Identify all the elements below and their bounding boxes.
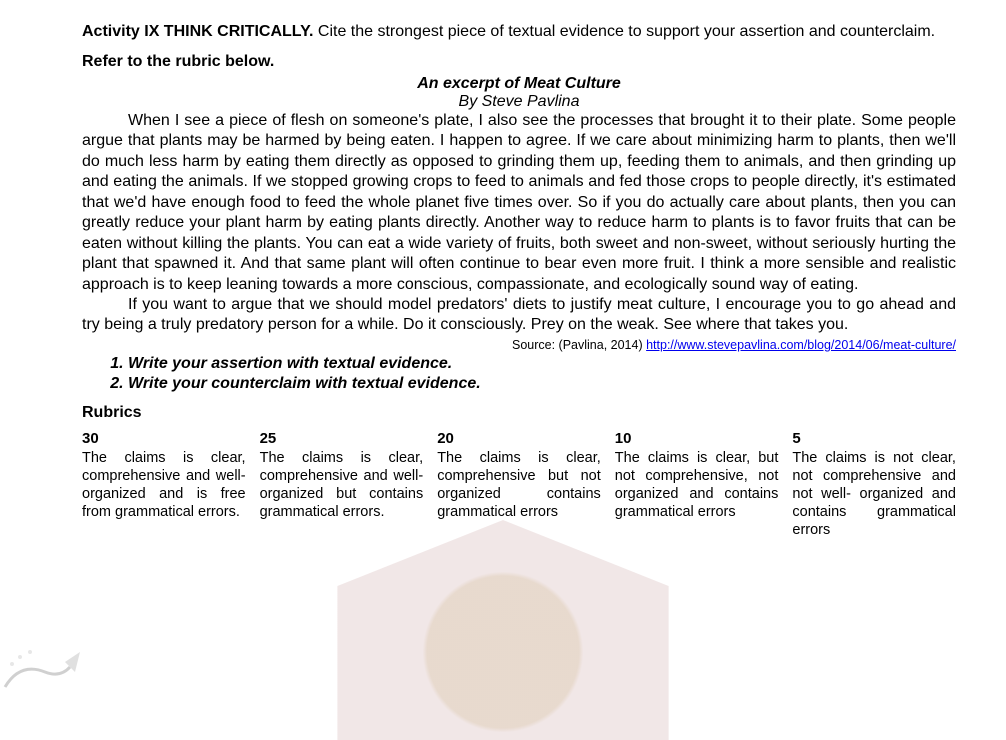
source-link[interactable]: http://www.stevepavlina.com/blog/2014/06… xyxy=(646,338,956,352)
rubric-desc: The claims is clear, comprehensive and w… xyxy=(82,449,246,522)
activity-prompt: Cite the strongest piece of textual evid… xyxy=(313,23,935,40)
source-line: Source: (Pavlina, 2014) http://www.steve… xyxy=(82,338,956,352)
instruction-1: Write your assertion with textual eviden… xyxy=(128,354,956,374)
rubric-desc: The claims is not clear, not comprehensi… xyxy=(792,449,956,540)
excerpt-byline: By Steve Pavlina xyxy=(82,93,956,111)
source-prefix: Source: (Pavlina, 2014) xyxy=(512,338,646,352)
rubric-desc: The claims is clear, comprehensive but n… xyxy=(437,449,601,522)
rubric-col-5: 5 The claims is not clear, not comprehen… xyxy=(792,430,956,539)
rubric-score: 10 xyxy=(615,430,779,449)
excerpt-title: An excerpt of Meat Culture xyxy=(82,75,956,93)
excerpt-para-1-text: When I see a piece of flesh on someone's… xyxy=(82,112,956,293)
refer-line: Refer to the rubric below. xyxy=(82,53,956,71)
pencil-decoration xyxy=(0,642,90,692)
rubric-score: 5 xyxy=(792,430,956,449)
rubric-col-10: 10 The claims is clear, but not comprehe… xyxy=(615,430,779,539)
rubric-score: 25 xyxy=(260,430,424,449)
excerpt-para-1: When I see a piece of flesh on someone's… xyxy=(82,111,956,295)
rubric-col-25: 25 The claims is clear, comprehensive an… xyxy=(260,430,424,539)
rubric-desc: The claims is clear, but not comprehensi… xyxy=(615,449,779,522)
rubric-score: 30 xyxy=(82,430,246,449)
excerpt-para-2: If you want to argue that we should mode… xyxy=(82,295,956,336)
rubric-col-30: 30 The claims is clear, comprehensive an… xyxy=(82,430,246,539)
instruction-2: Write your counterclaim with textual evi… xyxy=(128,374,956,394)
instructions-list: Write your assertion with textual eviden… xyxy=(82,354,956,394)
rubrics-table: 30 The claims is clear, comprehensive an… xyxy=(82,430,956,539)
activity-lead: Activity IX THINK CRITICALLY. xyxy=(82,23,313,40)
rubrics-heading: Rubrics xyxy=(82,404,956,422)
rubric-col-20: 20 The claims is clear, comprehensive bu… xyxy=(437,430,601,539)
rubric-desc: The claims is clear, comprehensive and w… xyxy=(260,449,424,522)
rubric-score: 20 xyxy=(437,430,601,449)
excerpt-para-2-text: If you want to argue that we should mode… xyxy=(82,296,956,333)
activity-heading: Activity IX THINK CRITICALLY. Cite the s… xyxy=(82,22,956,43)
watermark-crest xyxy=(323,520,683,740)
